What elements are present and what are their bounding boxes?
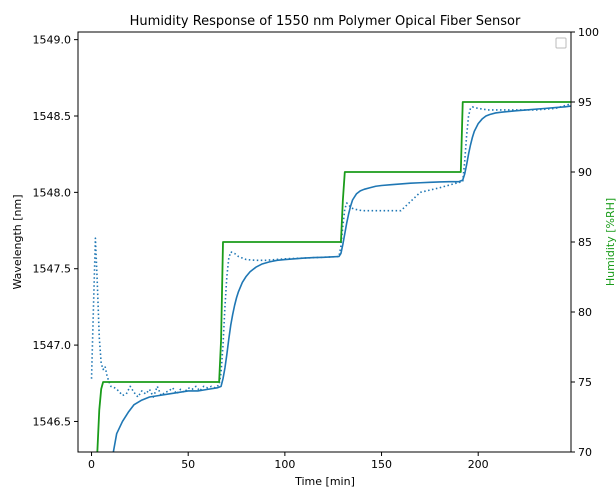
y2-tick-label: 100	[578, 26, 599, 39]
x-tick-label: 0	[88, 458, 95, 471]
y-tick-label: 1548.0	[33, 186, 72, 199]
series-line-2	[90, 103, 571, 398]
y-tick-label: 1547.0	[33, 339, 72, 352]
y2-tick-label: 95	[578, 96, 592, 109]
legend-box	[555, 37, 567, 49]
y-tick-label: 1548.5	[33, 110, 72, 123]
y2-axis-title: Humidity [%RH]	[604, 198, 616, 286]
x-tick-label: 150	[371, 458, 392, 471]
series-line-3	[96, 101, 571, 452]
y2-tick-label: 70	[578, 446, 592, 459]
y2-tick-label: 80	[578, 306, 592, 319]
x-tick-label: 50	[181, 458, 195, 471]
y-tick-label: 1549.0	[33, 34, 72, 47]
y-axis-title: Wavelength [nm]	[11, 194, 24, 289]
plot-area	[90, 101, 571, 452]
axes: 0 50 100 150 200 1546.5 1547.0 1547.5 1548.0 1548…	[33, 26, 600, 471]
chart-title: Humidity Response of 1550 nm Polymer Opi…	[130, 14, 521, 29]
x-tick-label: 100	[274, 458, 295, 471]
series-line-1	[112, 105, 571, 452]
y2-tick-label: 75	[578, 376, 592, 389]
y-tick-label: 1547.5	[33, 263, 72, 276]
y-tick-label: 1546.5	[33, 415, 72, 428]
x-tick-label: 200	[468, 458, 489, 471]
y2-tick-label: 85	[578, 236, 592, 249]
x-axis-title: Time [min]	[294, 475, 355, 487]
y2-tick-label: 90	[578, 166, 592, 179]
